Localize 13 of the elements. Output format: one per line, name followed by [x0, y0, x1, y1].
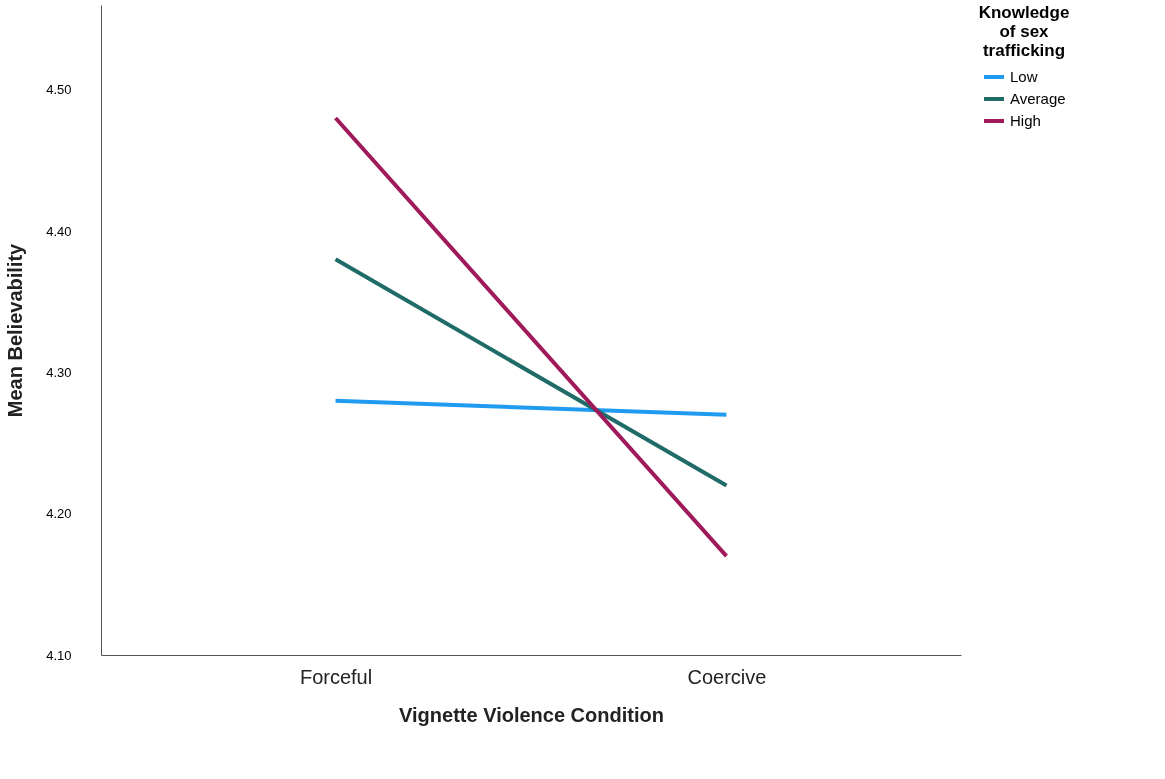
legend-label: Average — [1010, 90, 1066, 107]
y-tick-label: 4.10 — [46, 647, 72, 663]
y-tick-label: 4.20 — [46, 506, 72, 522]
x-axis-title: Vignette Violence Condition — [399, 703, 664, 726]
y-tick-label: 4.50 — [46, 82, 72, 98]
y-tick-label: 4.30 — [46, 364, 72, 380]
legend-label: High — [1010, 112, 1041, 129]
x-tick-label: Forceful — [299, 665, 373, 688]
y-axis-title: Mean Believability — [4, 242, 27, 418]
legend-label: Low — [1010, 68, 1038, 85]
y-tick-label: 4.40 — [46, 223, 72, 239]
x-tick-label: Coercive — [687, 665, 767, 688]
legend-title: Knowledge of sex trafficking — [978, 3, 1070, 60]
